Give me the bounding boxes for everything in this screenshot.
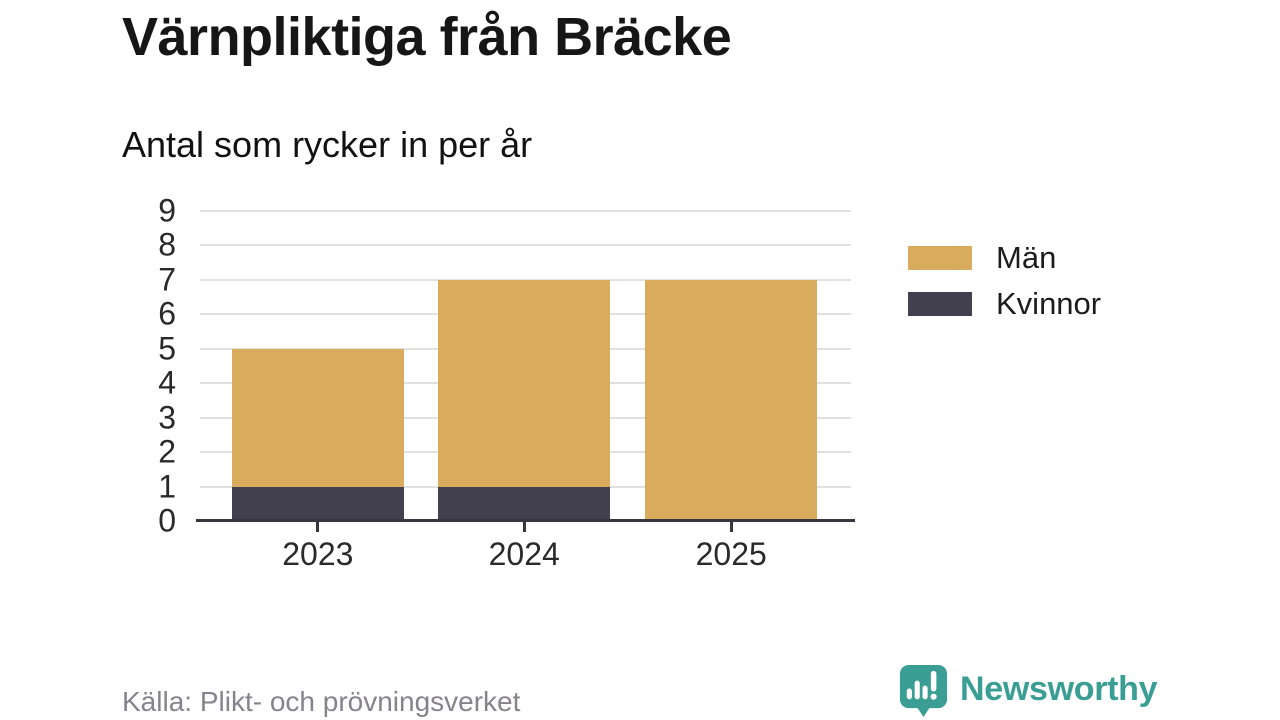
bar-segment-kvinnor: [231, 486, 404, 521]
bar-segment-män: [645, 279, 818, 521]
y-axis-tick-label: 0: [158, 502, 176, 539]
bar-segment-kvinnor: [438, 486, 611, 521]
x-axis-tick: [522, 522, 526, 532]
x-axis-label: 2024: [488, 536, 560, 572]
x-axis-line: [196, 519, 855, 522]
y-axis-tick-label: 7: [158, 261, 176, 298]
x-axis-label: 2025: [695, 536, 767, 572]
y-axis-tick-label: 5: [158, 330, 176, 367]
legend: Män Kvinnor: [908, 235, 1101, 327]
y-axis-tick-label: 4: [158, 364, 176, 401]
y-axis-tick-label: 1: [158, 468, 176, 505]
bar-segment-män: [438, 279, 611, 487]
gridline-y7: [200, 278, 851, 281]
y-axis-tick-label: 3: [158, 399, 176, 436]
y-axis-tick-label: 2: [158, 433, 176, 470]
legend-label: Män: [996, 240, 1057, 275]
newsworthy-wordmark: Newsworthy: [960, 670, 1158, 708]
gridline-y9: [200, 210, 851, 212]
y-axis-tick-label: 9: [158, 192, 176, 229]
source-text: Källa: Plikt- och prövningsverket: [122, 686, 521, 717]
bar-segment-män: [231, 348, 404, 487]
bar-2024: [438, 279, 611, 521]
bar-2025: [645, 279, 818, 521]
y-axis-tick-label: 8: [158, 226, 176, 263]
gridline-y8: [200, 244, 851, 247]
legend-item-män: Män: [908, 235, 1101, 281]
chart-subtitle: Antal som rycker in per år: [122, 124, 533, 165]
legend-swatch: [908, 246, 972, 270]
legend-swatch: [908, 292, 972, 316]
legend-label: Kvinnor: [996, 286, 1102, 321]
y-axis-tick-label: 6: [158, 295, 176, 332]
bar-2023: [231, 348, 404, 521]
legend-item-kvinnor: Kvinnor: [908, 281, 1101, 327]
x-axis-tick: [729, 522, 733, 532]
newsworthy-logo: Newsworthy: [896, 662, 1158, 717]
x-axis-label: 2023: [282, 536, 354, 572]
plot-area: 0 1 2 3 4 5 6 7 8 9 2023 2024 2025: [158, 193, 855, 572]
x-axis-tick: [316, 522, 320, 532]
newsworthy-logo-icon: [899, 664, 948, 717]
chart-title: Värnpliktiga från Bräcke: [122, 7, 732, 67]
